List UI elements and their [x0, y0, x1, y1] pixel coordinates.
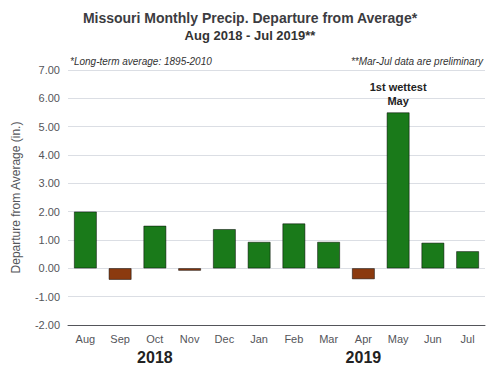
svg-text:6.00: 6.00	[39, 92, 60, 104]
svg-text:2.00: 2.00	[39, 206, 60, 218]
svg-text:Nov: Nov	[180, 333, 200, 345]
svg-text:3.00: 3.00	[39, 177, 60, 189]
svg-text:5.00: 5.00	[39, 121, 60, 133]
svg-text:May: May	[388, 333, 409, 345]
svg-text:Sep: Sep	[110, 333, 130, 345]
svg-text:**Mar-Jul data are preliminary: **Mar-Jul data are preliminary	[351, 56, 484, 67]
svg-text:Departure from Average (in.): Departure from Average (in.)	[9, 122, 23, 274]
svg-text:Oct: Oct	[146, 333, 163, 345]
svg-text:1st wettest: 1st wettest	[370, 81, 427, 93]
svg-text:*Long-term average: 1895-2010: *Long-term average: 1895-2010	[70, 56, 212, 67]
svg-text:4.00: 4.00	[39, 149, 60, 161]
svg-text:Apr: Apr	[355, 333, 372, 345]
svg-text:Feb: Feb	[284, 333, 303, 345]
svg-text:Dec: Dec	[215, 333, 235, 345]
svg-text:Aug 2018 - Jul 2019**: Aug 2018 - Jul 2019**	[185, 28, 317, 43]
svg-text:1.00: 1.00	[39, 234, 60, 246]
svg-text:-2.00: -2.00	[35, 319, 60, 331]
svg-text:-1.00: -1.00	[35, 291, 60, 303]
svg-text:0.00: 0.00	[39, 262, 60, 274]
svg-text:Missouri Monthly Precip. Depar: Missouri Monthly Precip. Departure from …	[83, 10, 418, 26]
svg-text:2018: 2018	[137, 349, 173, 366]
svg-text:7.00: 7.00	[39, 64, 60, 76]
svg-text:Jul: Jul	[461, 333, 475, 345]
svg-text:May: May	[387, 95, 409, 107]
svg-text:Jun: Jun	[424, 333, 442, 345]
svg-text:Mar: Mar	[319, 333, 338, 345]
svg-text:2019: 2019	[346, 349, 382, 366]
svg-text:Jan: Jan	[250, 333, 268, 345]
svg-text:Aug: Aug	[76, 333, 96, 345]
